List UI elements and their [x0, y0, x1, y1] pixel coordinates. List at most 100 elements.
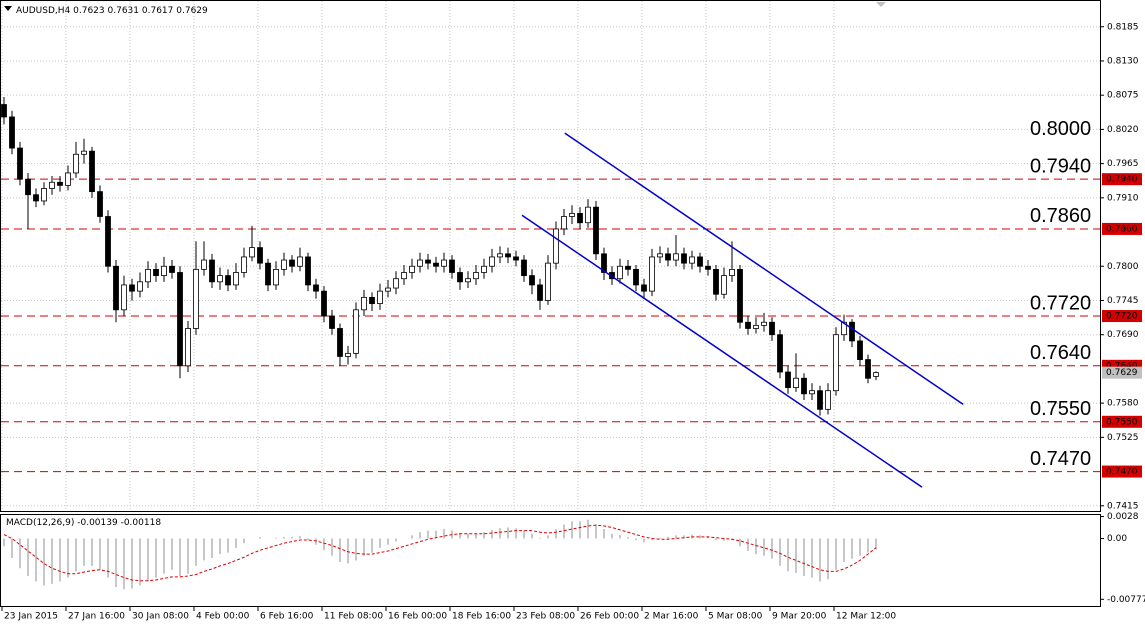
ohlc-close: 0.7629	[176, 6, 208, 16]
candle-body	[625, 265, 631, 270]
candle-body	[177, 272, 183, 367]
candle-body	[145, 268, 151, 283]
current-price-box	[1102, 366, 1142, 379]
level-label: 0.8000	[1030, 118, 1091, 140]
y-tick-label: 0.8075	[1107, 91, 1139, 101]
x-tick-label: 4 Feb 00:00	[196, 612, 250, 622]
candle-body	[601, 253, 607, 273]
candle-body	[649, 256, 655, 292]
symbol-title: AUDUSD,H4	[16, 6, 71, 16]
current-price-label: 0.7629	[1106, 368, 1138, 378]
candle-body	[17, 147, 23, 180]
candle-body	[569, 212, 575, 217]
level-price-box	[1102, 310, 1142, 323]
x-tick-label: 16 Feb 00:00	[388, 612, 447, 622]
candle-body	[833, 334, 839, 392]
y-tick-label: 0.7525	[1107, 433, 1139, 443]
candle-body	[441, 259, 447, 267]
y-tick-label: 0.7965	[1107, 159, 1139, 169]
level-label: 0.7720	[1030, 292, 1091, 314]
candle-body	[769, 321, 775, 336]
candle-body	[385, 287, 391, 292]
candle-body	[377, 290, 383, 304]
candle-body	[257, 247, 263, 264]
candle-body	[641, 284, 647, 292]
candle-body	[721, 275, 727, 295]
panel-icon	[4, 6, 12, 11]
macd-panel	[0, 514, 1101, 607]
candle-body	[121, 284, 127, 311]
candle-body	[705, 265, 711, 270]
macd-main-value: -0.00139	[77, 518, 118, 528]
candle-body	[345, 352, 351, 357]
candle-body	[33, 194, 39, 202]
candle-body	[313, 284, 319, 292]
candle-body	[817, 390, 823, 410]
candle-body	[241, 256, 247, 273]
candle-body	[81, 150, 87, 155]
candle-body	[697, 256, 703, 267]
y-tick-label: 0.7690	[1107, 330, 1139, 340]
candle-body	[393, 278, 399, 289]
y-tick-label: 0.7800	[1107, 262, 1139, 272]
shift-marker	[876, 2, 886, 7]
macd-signal-line	[3, 524, 877, 582]
candle-body	[297, 256, 303, 267]
candle-body	[49, 181, 55, 189]
candle-body	[857, 340, 863, 360]
candle-body	[681, 253, 687, 264]
candle-body	[217, 275, 223, 283]
candle-body	[465, 278, 471, 283]
candle-body	[169, 265, 175, 273]
candle-body	[353, 309, 359, 354]
candle-body	[89, 150, 95, 193]
candle-body	[657, 253, 663, 258]
candle-body	[633, 268, 639, 286]
candle-body	[481, 265, 487, 273]
x-tick-label: 30 Jan 08:00	[132, 612, 189, 622]
candle-body	[201, 259, 207, 270]
candle-body	[673, 253, 679, 261]
candle-body	[753, 324, 759, 329]
candle-body	[249, 247, 255, 258]
x-tick-label: 23 Jan 2015	[4, 612, 58, 622]
x-tick-label: 12 Mar 12:00	[836, 612, 896, 622]
x-tick-label: 23 Feb 08:00	[516, 612, 575, 622]
candle-body	[729, 268, 735, 276]
candle-body	[713, 268, 719, 295]
candle-body	[761, 321, 767, 326]
level-label: 0.7550	[1030, 398, 1091, 420]
candle-body	[41, 188, 47, 202]
candle-body	[9, 116, 15, 149]
candle-body	[425, 259, 431, 264]
candle-body	[369, 296, 375, 304]
level-price-label: 0.7720	[1106, 312, 1138, 322]
candle-body	[417, 259, 423, 267]
candle-body	[265, 262, 271, 286]
y-tick-label: 0.0028	[1107, 512, 1139, 522]
y-tick-label: 0.00	[1107, 534, 1127, 544]
y-tick-label: 0.8185	[1107, 22, 1139, 32]
x-tick-label: 26 Feb 00:00	[580, 612, 639, 622]
candle-body	[433, 262, 439, 267]
candle-body	[409, 265, 415, 273]
level-price-label: 0.7940	[1106, 175, 1138, 185]
trend-line	[564, 132, 964, 405]
macd-header: MACD(12,26,9) -0.00139 -0.00118	[6, 518, 161, 528]
ohlc-open: 0.7623	[73, 6, 105, 16]
candle-body	[737, 268, 743, 323]
candle-body	[65, 172, 71, 186]
candle-body	[193, 268, 199, 329]
x-tick-label: 2 Mar 16:00	[644, 612, 699, 622]
candle-body	[329, 315, 335, 329]
main-panel	[0, 0, 1101, 512]
candle-body	[401, 272, 407, 280]
level-price-label: 0.7860	[1106, 224, 1138, 234]
candle-body	[225, 275, 231, 286]
macd-title: MACD(12,26,9)	[6, 518, 74, 528]
level-price-box	[1102, 415, 1142, 428]
candle-body	[513, 256, 519, 261]
candle-body	[537, 284, 543, 301]
candle-body	[457, 272, 463, 283]
candle-body	[529, 275, 535, 286]
